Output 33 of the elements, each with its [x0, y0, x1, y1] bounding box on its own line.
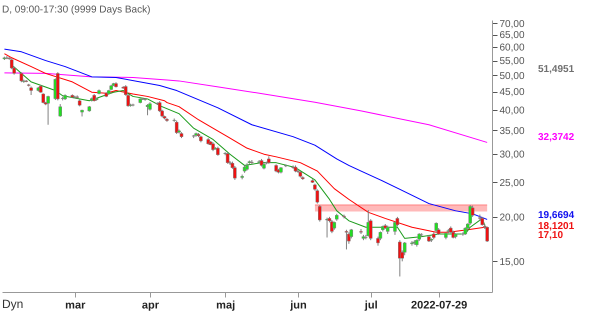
candlestick — [393, 221, 397, 236]
text: 32,3742 — [538, 132, 575, 143]
y-tick-label: 45,00 — [500, 87, 525, 98]
y-tick-label: 35,00 — [500, 126, 525, 137]
x-tick-label: jul — [364, 300, 378, 312]
candlestick — [174, 120, 178, 134]
y-tick-label: 55,00 — [500, 56, 525, 68]
text: 51,4951 — [538, 64, 575, 75]
x-tick-label: maj — [216, 300, 236, 312]
y-tick-label: 50,00 — [500, 70, 525, 82]
x-tick-label: apr — [142, 300, 160, 312]
text: 17,10 — [538, 230, 564, 241]
y-tick-label: 25,00 — [500, 178, 525, 189]
text: Dyn — [2, 297, 24, 311]
y-tick-label: 20,00 — [500, 212, 525, 224]
y-tick-label: 60,00 — [500, 42, 525, 54]
candlestick — [318, 204, 322, 222]
x-tick-label: jun — [289, 300, 307, 312]
candlestick — [58, 104, 62, 118]
x-tick-label: mar — [65, 300, 86, 312]
y-tick-label: 30,00 — [500, 150, 525, 161]
candlestick — [434, 222, 438, 233]
text: 18,1201 — [538, 220, 575, 232]
x-tick-label: 2022-07-29 — [410, 300, 468, 312]
candlestick — [233, 165, 237, 180]
chart-title: D, 09:00-17:30 (9999 Days Back) — [2, 4, 150, 16]
y-tick-label: 40,00 — [500, 105, 525, 116]
text: 19,6694 — [538, 210, 575, 221]
candlestick — [485, 226, 489, 242]
line-series — [4, 72, 488, 143]
y-tick-label: 65,00 — [500, 30, 525, 42]
y-tick-label: 70,00 — [500, 18, 525, 30]
y-tick-label: 15,00 — [500, 256, 525, 268]
